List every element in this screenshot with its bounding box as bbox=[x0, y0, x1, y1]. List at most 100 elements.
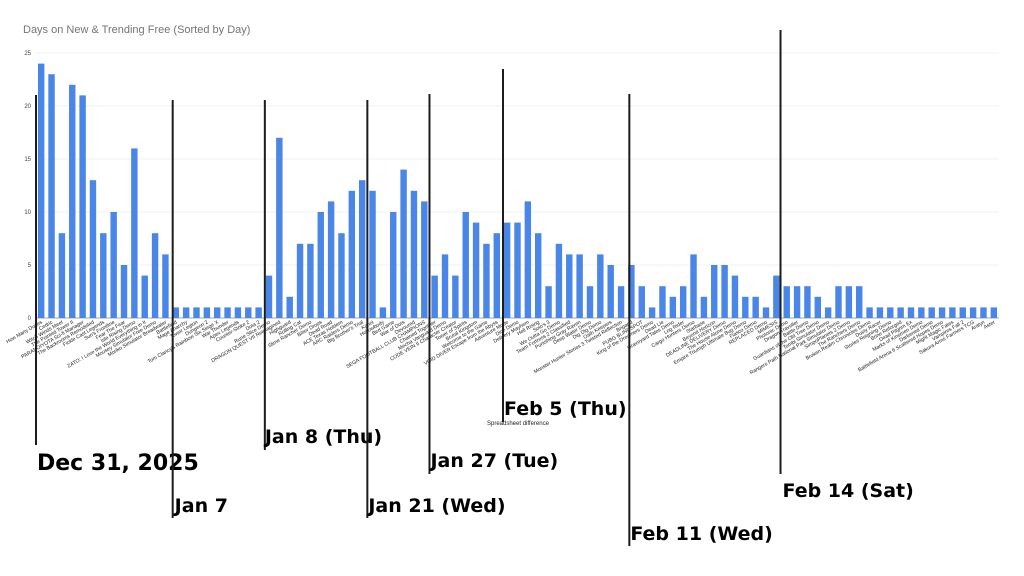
bar bbox=[421, 201, 428, 318]
bar bbox=[348, 190, 356, 318]
bar bbox=[824, 307, 832, 318]
bar bbox=[286, 296, 293, 318]
bar bbox=[597, 254, 604, 318]
bar bbox=[390, 212, 397, 318]
bar bbox=[400, 169, 407, 318]
bar bbox=[876, 307, 884, 318]
y-tick-label: 10 bbox=[24, 210, 31, 216]
chart-title: Days on New & Trending Free (Sorted by D… bbox=[23, 24, 250, 36]
bar bbox=[990, 307, 998, 318]
y-tick-label: 15 bbox=[24, 157, 31, 163]
bar bbox=[752, 296, 759, 318]
bar bbox=[483, 243, 490, 318]
bar bbox=[721, 265, 728, 318]
y-tick-label: 0 bbox=[28, 316, 32, 322]
bar bbox=[369, 190, 376, 318]
bar bbox=[37, 63, 45, 318]
bar bbox=[845, 286, 853, 318]
bar bbox=[69, 84, 76, 318]
bar bbox=[804, 286, 811, 318]
bar bbox=[338, 233, 345, 318]
category-label: Aster bbox=[983, 319, 997, 330]
bars bbox=[37, 63, 998, 319]
bar bbox=[255, 307, 262, 318]
bar bbox=[151, 233, 159, 318]
bar bbox=[762, 307, 770, 318]
bar bbox=[224, 307, 231, 318]
bar bbox=[586, 286, 594, 318]
bar bbox=[379, 307, 387, 318]
date-marker-label: Feb 5 (Thu) bbox=[504, 398, 627, 420]
bar bbox=[855, 286, 863, 318]
bar bbox=[638, 286, 645, 318]
date-marker-label: Jan 21 (Wed) bbox=[366, 495, 505, 517]
bar bbox=[897, 307, 904, 318]
bar bbox=[969, 307, 977, 318]
bar bbox=[307, 243, 314, 318]
bar bbox=[918, 307, 925, 318]
bar bbox=[141, 275, 148, 318]
bar bbox=[503, 222, 511, 318]
bar bbox=[203, 307, 211, 318]
bar bbox=[193, 307, 200, 318]
date-marker-label: Feb 11 (Wed) bbox=[630, 523, 773, 545]
bar bbox=[648, 307, 656, 318]
bar bbox=[182, 307, 190, 318]
bar bbox=[928, 307, 935, 318]
bar bbox=[866, 307, 873, 318]
bar bbox=[265, 275, 273, 318]
bar bbox=[452, 275, 459, 318]
bar bbox=[783, 286, 790, 318]
bar bbox=[100, 233, 107, 318]
date-marker-label: Jan 8 (Thu) bbox=[263, 426, 382, 448]
bar bbox=[327, 201, 335, 318]
bar bbox=[441, 254, 449, 318]
date-marker-label: Feb 14 (Sat) bbox=[783, 480, 914, 502]
bar bbox=[110, 212, 117, 318]
bar bbox=[659, 286, 666, 318]
spreadsheet-note: Spreadsheet difference bbox=[487, 421, 550, 427]
bar bbox=[576, 254, 583, 318]
bar bbox=[131, 148, 138, 318]
bar bbox=[317, 212, 324, 318]
bar bbox=[172, 307, 180, 318]
bar bbox=[472, 222, 480, 318]
bar bbox=[213, 307, 221, 318]
bar bbox=[545, 286, 552, 318]
y-tick-label: 25 bbox=[24, 51, 31, 57]
bar bbox=[276, 137, 283, 318]
bar bbox=[669, 296, 677, 318]
bar bbox=[524, 201, 532, 318]
bar bbox=[358, 180, 366, 318]
date-marker-label: Jan 27 (Tue) bbox=[428, 450, 558, 472]
bar bbox=[534, 233, 542, 318]
bar bbox=[555, 243, 563, 318]
y-tick-label: 20 bbox=[24, 104, 31, 110]
bar bbox=[814, 296, 822, 318]
y-tick-label: 5 bbox=[28, 263, 32, 269]
bar bbox=[773, 275, 780, 318]
bar bbox=[907, 307, 915, 318]
bar bbox=[79, 95, 86, 319]
bar bbox=[793, 286, 801, 318]
bar bbox=[58, 233, 66, 318]
y-axis-ticks: 0 5 10 15 20 25 bbox=[24, 51, 31, 322]
bar bbox=[89, 180, 97, 318]
bar bbox=[431, 275, 438, 318]
bar bbox=[711, 265, 718, 318]
bar bbox=[835, 286, 842, 318]
bar bbox=[690, 254, 697, 318]
bar bbox=[949, 307, 956, 318]
bar bbox=[938, 307, 946, 318]
bar bbox=[742, 296, 749, 318]
bar bbox=[887, 307, 894, 318]
bar bbox=[607, 265, 614, 318]
bar bbox=[617, 286, 625, 318]
bar bbox=[959, 307, 966, 318]
bar bbox=[410, 190, 418, 318]
bar bbox=[731, 275, 739, 318]
date-markers: Dec 31, 2025 Jan 7 Jan 8 (Thu) Jan 21 (Wed)… bbox=[35, 30, 914, 546]
bar bbox=[245, 307, 252, 318]
bar bbox=[679, 286, 687, 318]
